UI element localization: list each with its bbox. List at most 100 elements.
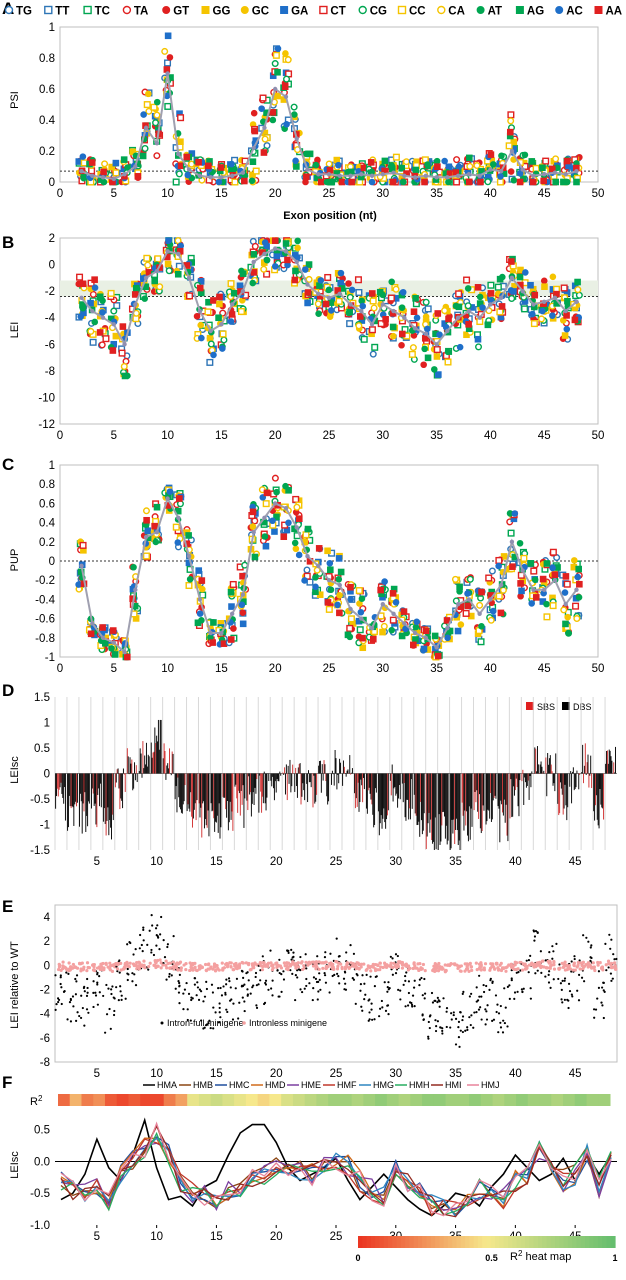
panel-e-intron-full-dot-14-10	[208, 1019, 211, 1022]
panel-e-intron-full-dot-28-4	[370, 1002, 373, 1005]
panel-e-intronless-dot-32-5	[423, 969, 427, 973]
legend-label-gg: GG	[213, 6, 231, 18]
panel-f-heatmap-cell-56	[597, 1236, 603, 1248]
panel-b-point-25-ct	[324, 273, 332, 281]
panel-e-intronless-dot-37-6	[475, 968, 479, 972]
panel-a-point-32-ca	[402, 158, 410, 166]
panel-a-mean-point-15	[219, 175, 224, 180]
panel-e-intronless-dot-34-10	[440, 967, 444, 971]
panel-e-plot-frame	[54, 904, 618, 1063]
panel-e-intronless-dot-35-9	[449, 961, 453, 966]
panel-a-xtick-3: 15	[215, 188, 228, 200]
panel-e-intron-full-dot-3-9	[66, 1018, 69, 1021]
panel-c-ytick-7: -0.4	[35, 594, 55, 606]
panel-e-ytick-6: -8	[40, 1057, 50, 1069]
panel-d-xtick-6: 35	[449, 856, 462, 868]
panel-a-point-46-ca	[552, 155, 560, 163]
panel-a-xlabel: Exon position (nt)	[283, 210, 377, 222]
panel-e-intronless-dot-11-13	[168, 966, 172, 970]
panel-c-ytick-2: 0.6	[39, 498, 55, 510]
panel-e-intron-full-dot-48-7	[605, 969, 608, 972]
panel-e-intron-full-dot-12-3	[178, 1002, 181, 1005]
panel-b-point-30-ag	[376, 288, 384, 296]
legend-label-intronless: Intronless minigene	[249, 1018, 327, 1028]
panel-b-point-45-ac	[539, 307, 546, 315]
panel-e-intron-full-dot-47-8	[594, 1008, 598, 1011]
panel-b-point-2-aa	[79, 280, 87, 288]
panel-f-heatmap-cell-32	[495, 1236, 500, 1248]
panel-c-point-25-ac	[326, 559, 334, 567]
legend-marker-tg	[4, 5, 14, 15]
panel-e-intron-full-dot-43-10	[555, 942, 558, 945]
panel-e-intron-full-dot-15-1	[220, 994, 224, 997]
panel-c-point-38-cg	[466, 575, 474, 583]
panel-e-intron-full-dot-24-4	[323, 972, 326, 975]
panel-e-intronless-dot-4-12	[85, 969, 89, 973]
panel-f-heatmap-cell-12	[409, 1236, 415, 1248]
panel-e-intron-full-dot-28-11	[370, 1008, 373, 1011]
panel-e-intron-full-dot-5-1	[92, 1005, 95, 1009]
panel-c-mean-point-6	[122, 650, 127, 655]
panel-e-intron-full-dot-13-6	[196, 981, 199, 984]
panel-c-mean-point-32	[402, 621, 407, 626]
panel-c-xtick-0: 0	[57, 663, 63, 675]
panel-b-point-17-ag	[239, 270, 247, 277]
panel-e-intron-full-dot-12-4	[182, 1008, 185, 1011]
panel-a-mean-point-46	[552, 170, 558, 175]
panel-c-point-17-gt	[239, 609, 247, 617]
panel-a-point-16-ac	[228, 160, 235, 168]
panel-e-intron-full-dot-18-6	[246, 993, 249, 996]
panel-e-intron-full-dot-47-0	[593, 1016, 596, 1019]
panel-e-intron-full-dot-33-1	[435, 1025, 438, 1028]
panel-a-point-30-ag	[381, 157, 389, 165]
panel-e-intron-full-dot-13-2	[189, 1019, 192, 1022]
panel-e-intron-full-dot-3-0	[71, 995, 75, 998]
panel-c-point-44-ag	[527, 560, 535, 567]
panel-b-point-14-aa	[210, 297, 217, 304]
panel-c-xtick-6: 30	[376, 663, 389, 675]
panel-e-intron-full-dot-44-8	[561, 979, 564, 982]
panel-e-intronless-dot-42-6	[537, 960, 542, 964]
panel-e-intronless-dot-32-13	[420, 967, 424, 971]
panel-b-point-25-at	[325, 286, 333, 294]
panel-e-intron-full-dot-31-12	[407, 980, 411, 983]
panel-e-intronless-dot-11-9	[161, 963, 165, 967]
panel-b-point-18-ag	[250, 251, 258, 258]
panel-f-legend-label-hma: HMA	[157, 1080, 177, 1090]
panel-e-intron-full-dot-35-7	[459, 1011, 462, 1014]
panel-b-ytick-1: 0	[49, 260, 55, 272]
panel-e-intron-full-dot-37-7	[477, 1008, 481, 1011]
panel-c-point-16-ga	[228, 603, 235, 610]
panel-e-intronless-dot-14-12	[206, 963, 210, 967]
panel-e-intron-full-dot-7-6	[119, 985, 122, 988]
panel-a-point-43-at	[521, 151, 529, 159]
panel-e-intronless-dot-30-13	[396, 962, 400, 967]
panel-f-heatmap-cell-9	[396, 1236, 402, 1248]
panel-f-r2-cell-19	[281, 1094, 294, 1106]
panel-c-ytick-9: -0.8	[35, 633, 55, 645]
panel-e-intron-full-dot-38-2	[485, 984, 488, 988]
panel-e-intronless-dot-48-9	[612, 961, 617, 965]
panel-e-intronless-dot-18-5	[250, 962, 255, 966]
panel-e-intron-full-dot-32-0	[418, 978, 422, 981]
panel-e-intronless-dot-12-7	[184, 967, 188, 972]
panel-c-point-16-ag	[227, 588, 235, 596]
panel-e-intron-full-dot-24-5	[317, 980, 320, 983]
panel-b-point-29-tc	[371, 343, 379, 351]
panel-b-point-22-at	[294, 237, 301, 245]
panel-c-point-26-ag	[337, 568, 345, 576]
panel-e-intron-full-dot-32-12	[413, 979, 416, 982]
panel-c-ytick-3: 0.4	[39, 518, 56, 530]
panel-e-intron-full-dot-29-10	[384, 1009, 388, 1013]
panel-e-intron-full-dot-26-4	[344, 982, 347, 985]
panel-a-point-22-at	[290, 111, 298, 118]
panel-c-point-46-cc	[549, 602, 557, 610]
panel-f-heatmap-cell-1	[362, 1236, 368, 1248]
panel-f-r2-cell-13	[210, 1094, 223, 1106]
panel-c-point-22-ac	[295, 551, 303, 559]
panel-a-point-22-ac	[292, 157, 299, 165]
panel-e-intron-full-dot-46-0	[585, 936, 588, 939]
panel-e-intron-full-dot-36-2	[464, 1029, 467, 1032]
panel-e-intron-full-dot-43-12	[548, 970, 551, 973]
